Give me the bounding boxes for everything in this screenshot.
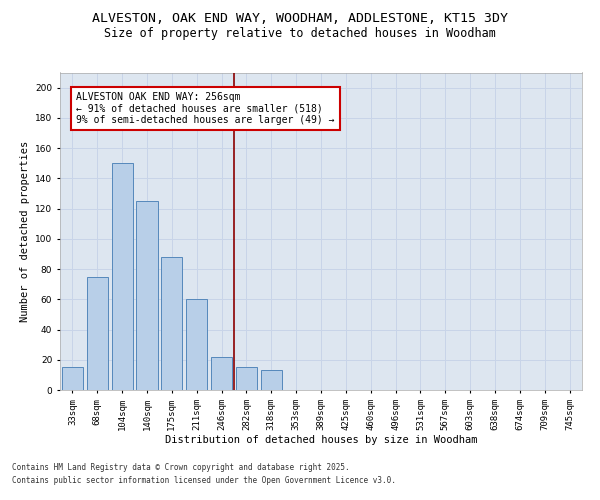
Bar [62, 368, 83, 390]
Bar [236, 368, 257, 390]
Text: ALVESTON OAK END WAY: 256sqm
← 91% of detached houses are smaller (518)
9% of se: ALVESTON OAK END WAY: 256sqm ← 91% of de… [76, 92, 335, 126]
Text: Contains public sector information licensed under the Open Government Licence v3: Contains public sector information licen… [12, 476, 396, 485]
Text: ALVESTON, OAK END WAY, WOODHAM, ADDLESTONE, KT15 3DY: ALVESTON, OAK END WAY, WOODHAM, ADDLESTO… [92, 12, 508, 26]
Text: Size of property relative to detached houses in Woodham: Size of property relative to detached ho… [104, 28, 496, 40]
X-axis label: Distribution of detached houses by size in Woodham: Distribution of detached houses by size … [165, 436, 477, 446]
Bar [112, 163, 133, 390]
Bar [87, 276, 108, 390]
Y-axis label: Number of detached properties: Number of detached properties [20, 140, 29, 322]
Bar [136, 201, 158, 390]
Bar [261, 370, 282, 390]
Bar [186, 300, 207, 390]
Bar [161, 257, 182, 390]
Bar [211, 356, 232, 390]
Text: Contains HM Land Registry data © Crown copyright and database right 2025.: Contains HM Land Registry data © Crown c… [12, 464, 350, 472]
